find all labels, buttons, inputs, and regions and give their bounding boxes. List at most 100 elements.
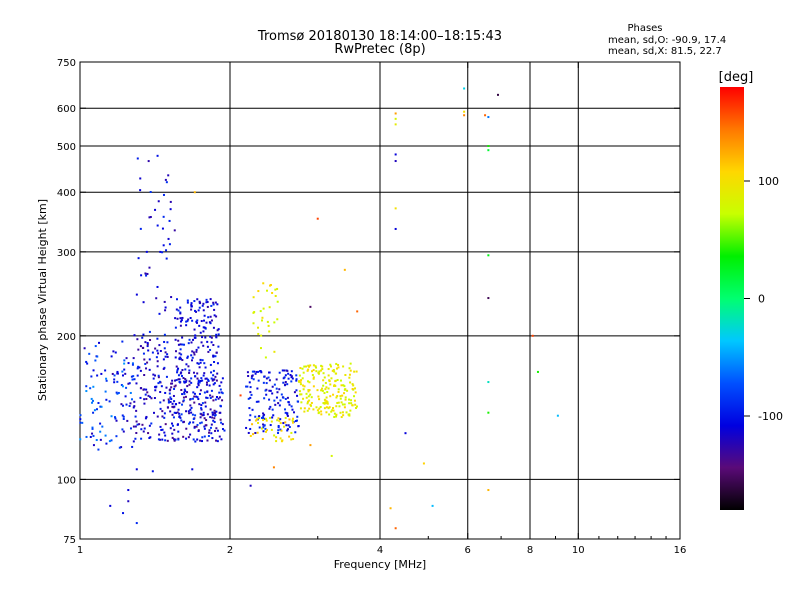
data-point xyxy=(325,386,328,389)
data-point xyxy=(165,375,168,378)
data-point xyxy=(156,285,159,288)
data-point xyxy=(139,369,142,372)
data-point xyxy=(89,435,92,438)
data-point xyxy=(246,385,249,388)
data-point xyxy=(286,429,289,432)
data-point xyxy=(190,354,193,357)
data-point xyxy=(214,355,217,358)
data-point xyxy=(105,379,108,382)
data-point xyxy=(306,409,309,412)
data-point xyxy=(205,396,208,399)
data-point xyxy=(201,402,204,405)
data-point xyxy=(262,419,265,422)
data-point xyxy=(188,422,191,425)
data-point xyxy=(191,350,194,353)
data-point xyxy=(181,393,184,396)
data-point xyxy=(273,434,276,437)
data-point xyxy=(129,402,132,405)
data-point xyxy=(298,380,301,383)
data-point xyxy=(216,329,219,332)
data-point xyxy=(123,359,126,362)
data-point xyxy=(239,394,242,397)
data-point xyxy=(169,400,172,403)
data-point xyxy=(193,300,196,303)
data-point xyxy=(306,400,309,403)
data-point xyxy=(159,401,162,404)
data-point xyxy=(213,411,216,414)
data-point xyxy=(189,408,192,411)
data-point xyxy=(143,374,146,377)
data-point xyxy=(463,87,466,90)
data-point xyxy=(136,157,139,160)
data-point xyxy=(215,410,218,413)
data-point xyxy=(283,425,286,428)
data-point xyxy=(110,355,113,358)
data-point xyxy=(332,393,335,396)
data-point xyxy=(149,190,152,193)
data-point xyxy=(262,307,265,310)
data-point xyxy=(288,418,291,421)
data-point xyxy=(209,426,212,429)
data-point xyxy=(249,427,252,430)
data-point xyxy=(394,160,397,163)
data-point xyxy=(325,396,328,399)
data-point xyxy=(133,334,136,337)
data-point xyxy=(191,468,194,471)
data-point xyxy=(274,403,277,406)
data-point xyxy=(245,385,248,388)
data-point xyxy=(196,298,199,301)
data-point xyxy=(269,389,272,392)
data-point xyxy=(343,406,346,409)
data-point xyxy=(144,362,147,365)
data-point xyxy=(112,350,115,353)
data-point xyxy=(115,419,118,422)
data-point xyxy=(265,377,268,380)
data-point xyxy=(192,418,195,421)
data-point xyxy=(340,416,343,419)
data-point xyxy=(151,351,154,354)
data-point xyxy=(264,356,267,359)
data-point xyxy=(136,423,139,426)
data-point xyxy=(184,395,187,398)
data-point xyxy=(335,372,338,375)
data-point xyxy=(93,409,96,412)
data-point xyxy=(263,413,266,416)
data-point xyxy=(290,375,293,378)
data-point xyxy=(212,419,215,422)
data-point xyxy=(90,375,93,378)
data-point xyxy=(199,379,202,382)
data-point xyxy=(323,401,326,404)
data-point xyxy=(188,338,191,341)
data-point xyxy=(183,343,186,346)
data-point xyxy=(219,388,222,391)
data-point xyxy=(154,385,157,388)
data-point xyxy=(200,408,203,411)
data-point xyxy=(175,365,178,368)
data-point xyxy=(199,358,202,361)
data-point xyxy=(209,363,212,366)
data-point xyxy=(131,445,134,448)
data-point xyxy=(323,407,326,410)
data-point xyxy=(216,440,219,443)
data-point xyxy=(187,365,190,368)
data-point xyxy=(165,386,168,389)
data-point xyxy=(144,341,147,344)
data-point xyxy=(284,416,287,419)
data-point xyxy=(206,390,209,393)
data-point xyxy=(194,440,197,443)
x-axis-label: Frequency [MHz] xyxy=(334,558,426,571)
data-point xyxy=(333,415,336,418)
data-point xyxy=(271,408,274,411)
data-point xyxy=(159,407,162,410)
x-axis-ticks: 1 2 4 6 8 10 16 xyxy=(77,62,686,556)
data-point xyxy=(344,374,347,377)
data-point xyxy=(215,315,218,318)
data-point xyxy=(197,346,200,349)
data-point xyxy=(111,372,114,375)
data-point xyxy=(125,357,128,360)
data-point xyxy=(166,439,169,442)
data-point xyxy=(131,363,134,366)
data-point xyxy=(184,368,187,371)
data-point xyxy=(115,435,118,438)
data-point xyxy=(319,406,322,409)
